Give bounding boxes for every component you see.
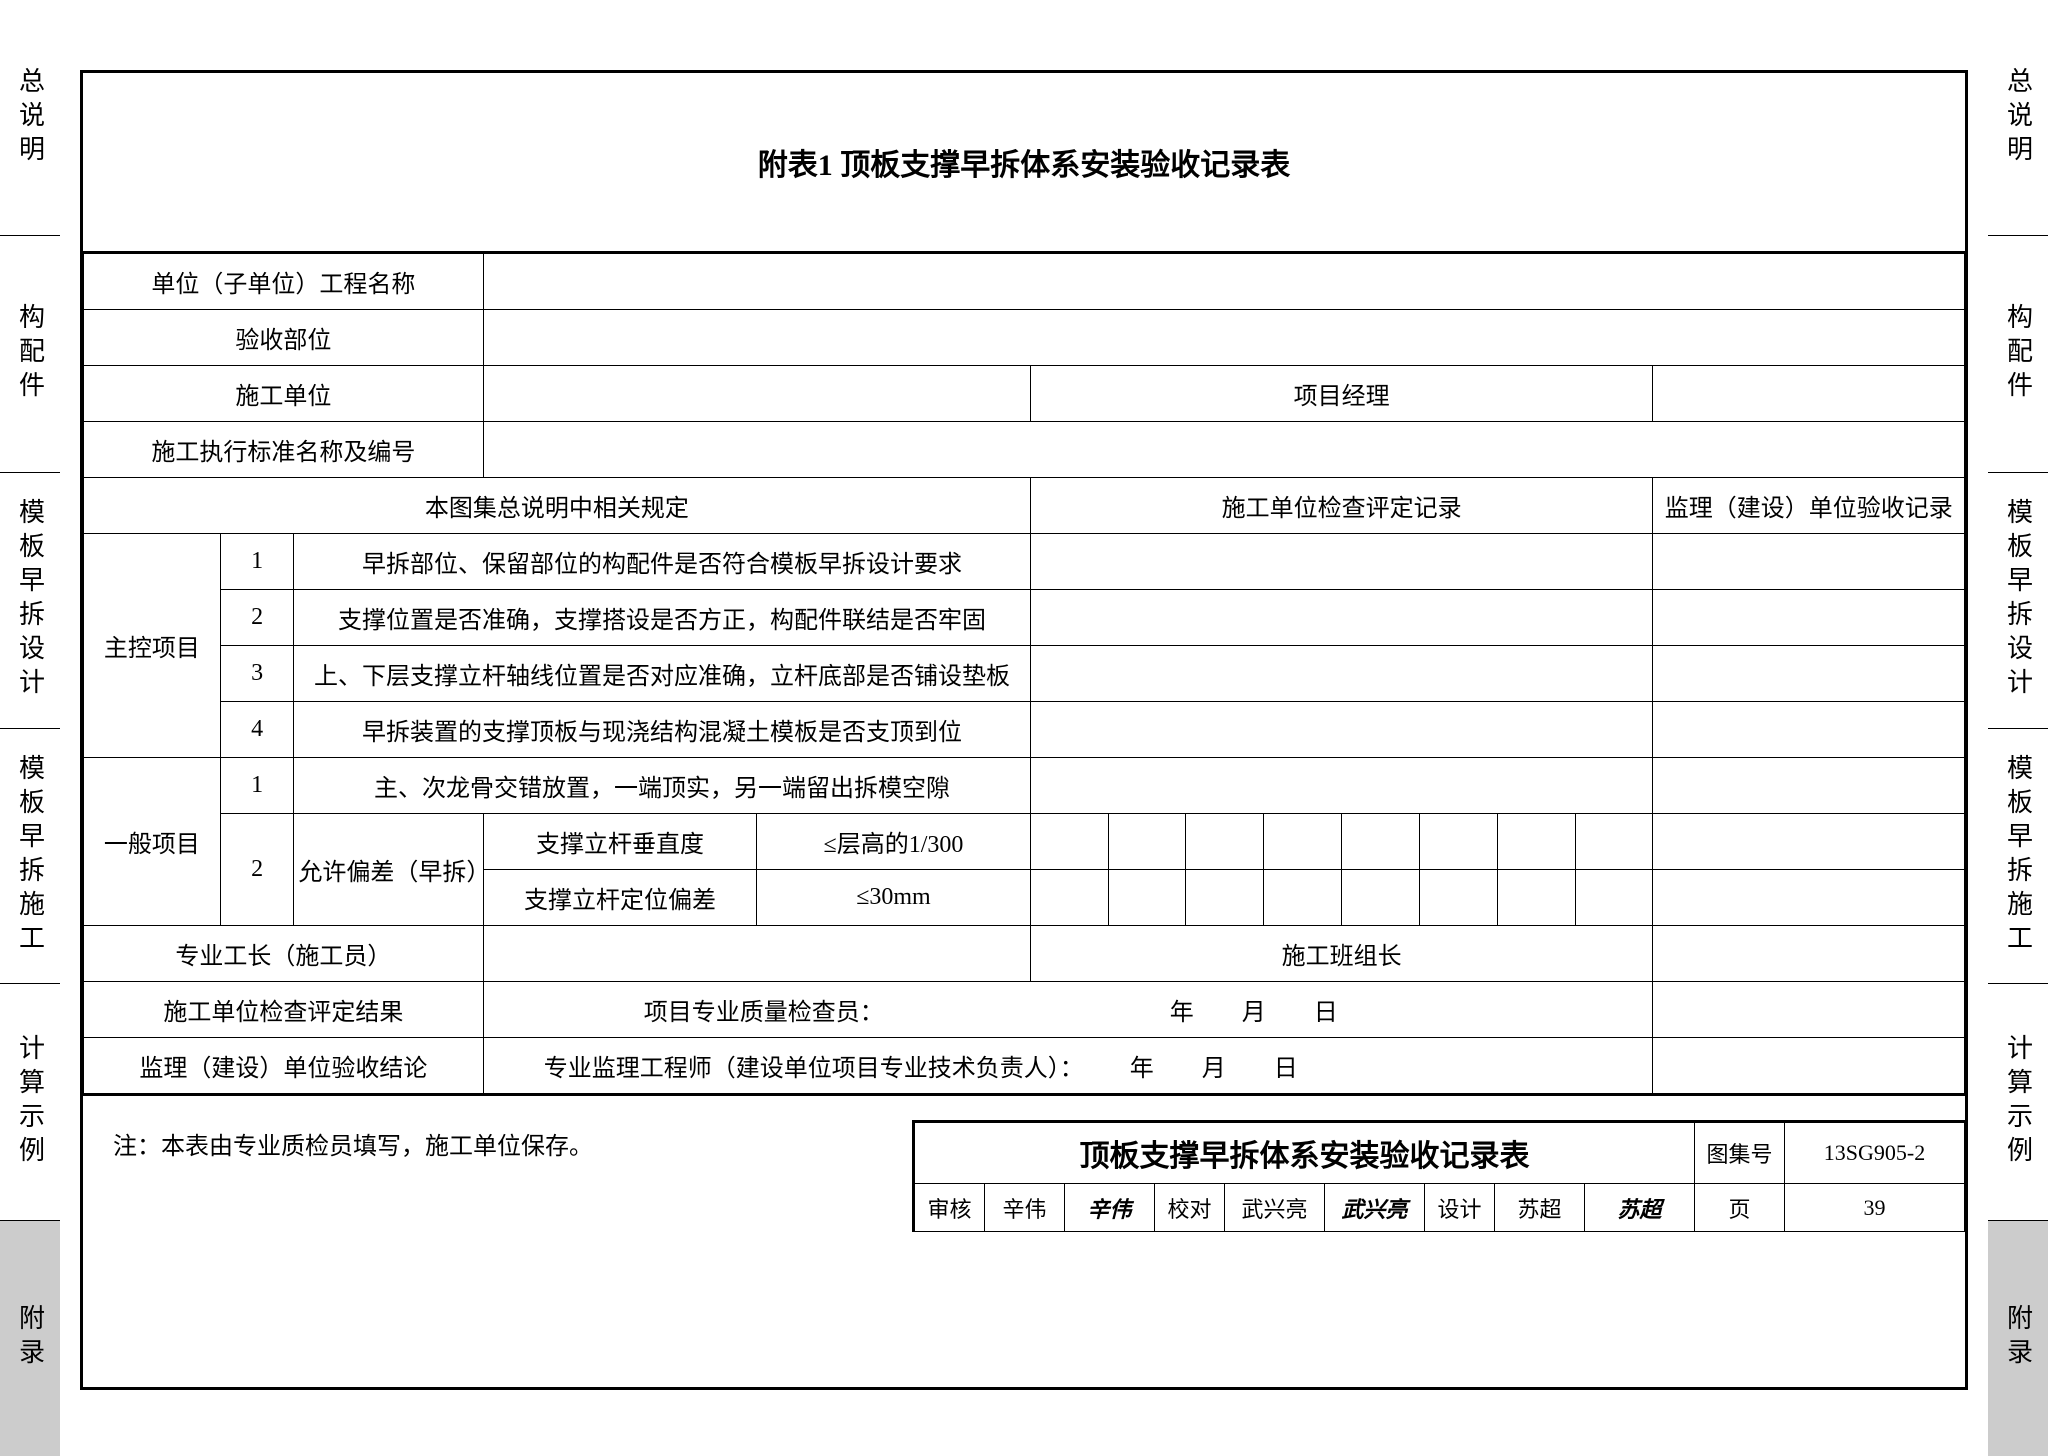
date-ymd-2: 年 月 日 (1130, 1056, 1298, 1082)
note-row: 注：本表由专业质检员填写，施工单位保存。 顶板支撑早拆体系安装验收记录表 图集号… (83, 1094, 1965, 1232)
mc-check-1[interactable] (1030, 534, 1653, 590)
mc-num-3: 3 (220, 646, 294, 702)
mc-check-4[interactable] (1030, 702, 1653, 758)
field-quality-inspector[interactable]: 项目专业质量检查员： 年 月 日 (483, 982, 1653, 1038)
nav-item-summary[interactable]: 总说明 (0, 0, 60, 236)
label-check-result: 施工单位检查评定结果 (84, 982, 484, 1038)
gen-sub-value-2: ≤30mm (757, 870, 1031, 926)
label-unit-project: 单位（子单位）工程名称 (84, 254, 484, 310)
mc-sup-4[interactable] (1653, 702, 1965, 758)
field-project-manager[interactable] (1653, 366, 1965, 422)
nav-item-construction[interactable]: 模板早拆施工 (0, 729, 60, 985)
label-project-manager: 项目经理 (1030, 366, 1653, 422)
gen-check-1[interactable] (1030, 758, 1653, 814)
gen-cell-7[interactable] (1497, 814, 1575, 870)
main-frame: 附表1 顶板支撑早拆体系安装验收记录表 单位（子单位）工程名称 验收部位 (80, 70, 1968, 1390)
side-nav-left: 总说明 构配件 模板早拆设计 模板早拆施工 计算示例 附录 (0, 0, 60, 1456)
field-supervision-engineer[interactable]: 专业监理工程师（建设单位项目专业技术负责人）： 年 月 日 (483, 1038, 1653, 1094)
gen-cell-8[interactable] (1575, 814, 1653, 870)
gen-cell-b8[interactable] (1575, 870, 1653, 926)
gen-text-1: 主、次龙骨交错放置，一端顶实，另一端留出拆模空隙 (294, 758, 1030, 814)
form-table: 单位（子单位）工程名称 验收部位 施工单位 项目经理 施工执行标准名称及编号 本… (83, 253, 1965, 1094)
label-construction-unit: 施工单位 (84, 366, 484, 422)
gen-num-2: 2 (220, 814, 294, 926)
gen-cell-b3[interactable] (1186, 870, 1264, 926)
label-supervision-conclusion: 监理（建设）单位验收结论 (84, 1038, 484, 1094)
label-team-leader: 施工班组长 (1030, 926, 1653, 982)
gen-sub-item-1: 支撑立杆垂直度 (483, 814, 757, 870)
gen-sup-1[interactable] (1653, 758, 1965, 814)
note-text: 注：本表由专业质检员填写，施工单位保存。 (113, 1126, 593, 1161)
mc-num-2: 2 (220, 590, 294, 646)
gen-cell-b4[interactable] (1264, 870, 1342, 926)
nav-item-design[interactable]: 模板早拆设计 (0, 473, 60, 729)
field-supervision-sup[interactable] (1653, 1038, 1965, 1094)
label-standard: 施工执行标准名称及编号 (84, 422, 484, 478)
nav-item-examples[interactable]: 计算示例 (0, 984, 60, 1220)
title-block: 顶板支撑早拆体系安装验收记录表 图集号 13SG905-2 审核 辛伟 辛伟 校… (912, 1120, 1965, 1232)
gen-sup-2b[interactable] (1653, 870, 1965, 926)
gen-cell-2[interactable] (1108, 814, 1186, 870)
field-unit-project[interactable] (483, 254, 1964, 310)
label-acceptance-part: 验收部位 (84, 310, 484, 366)
gen-cell-b1[interactable] (1030, 870, 1108, 926)
nav-item-components-r[interactable]: 构配件 (1988, 236, 2048, 472)
mc-sup-1[interactable] (1653, 534, 1965, 590)
field-standard[interactable] (483, 422, 1964, 478)
nav-item-components[interactable]: 构配件 (0, 236, 60, 472)
gen-cell-6[interactable] (1419, 814, 1497, 870)
nav-item-summary-r[interactable]: 总说明 (1988, 0, 2048, 236)
quality-inspector-text: 项目专业质量检查员： (644, 1000, 884, 1026)
field-team-leader[interactable] (1653, 926, 1965, 982)
nav-item-appendix[interactable]: 附录 (0, 1221, 60, 1456)
mc-num-1: 1 (220, 534, 294, 590)
gen-cell-5[interactable] (1342, 814, 1420, 870)
field-foreman[interactable] (483, 926, 1030, 982)
col-header-check-record: 施工单位检查评定记录 (1030, 478, 1653, 534)
gen-sub-item-2: 支撑立杆定位偏差 (483, 870, 757, 926)
mc-sup-3[interactable] (1653, 646, 1965, 702)
gen-sub-value-1: ≤层高的1/300 (757, 814, 1031, 870)
field-check-result-sup[interactable] (1653, 982, 1965, 1038)
mc-text-3: 上、下层支撑立杆轴线位置是否对应准确，立杆底部是否铺设垫板 (294, 646, 1030, 702)
nav-item-design-r[interactable]: 模板早拆设计 (1988, 473, 2048, 729)
form-title: 附表1 顶板支撑早拆体系安装验收记录表 (83, 73, 1965, 253)
label-main-control: 主控项目 (84, 534, 221, 758)
label-foreman: 专业工长（施工员） (84, 926, 484, 982)
field-construction-unit[interactable] (483, 366, 1030, 422)
mc-check-2[interactable] (1030, 590, 1653, 646)
label-general: 一般项目 (84, 758, 221, 926)
gen-sup-2a[interactable] (1653, 814, 1965, 870)
nav-item-examples-r[interactable]: 计算示例 (1988, 984, 2048, 1220)
nav-item-construction-r[interactable]: 模板早拆施工 (1988, 729, 2048, 985)
gen-cell-4[interactable] (1264, 814, 1342, 870)
supervision-engineer-text: 专业监理工程师（建设单位项目专业技术负责人）： (544, 1056, 1084, 1082)
gen-num-1: 1 (220, 758, 294, 814)
gen-cell-b2[interactable] (1108, 870, 1186, 926)
col-header-regulation: 本图集总说明中相关规定 (84, 478, 1031, 534)
gen-cell-b5[interactable] (1342, 870, 1420, 926)
gen-cell-1[interactable] (1030, 814, 1108, 870)
mc-text-2: 支撑位置是否准确，支撑搭设是否方正，构配件联结是否牢固 (294, 590, 1030, 646)
side-nav-right: 总说明 构配件 模板早拆设计 模板早拆施工 计算示例 附录 (1988, 0, 2048, 1456)
gen-cell-b7[interactable] (1497, 870, 1575, 926)
mc-num-4: 4 (220, 702, 294, 758)
mc-text-4: 早拆装置的支撑顶板与现浇结构混凝土模板是否支顶到位 (294, 702, 1030, 758)
mc-sup-2[interactable] (1653, 590, 1965, 646)
col-header-supervision: 监理（建设）单位验收记录 (1653, 478, 1965, 534)
gen-deviation-label: 允许偏差（早拆） (294, 814, 483, 926)
mc-text-1: 早拆部位、保留部位的构配件是否符合模板早拆设计要求 (294, 534, 1030, 590)
gen-cell-b6[interactable] (1419, 870, 1497, 926)
mc-check-3[interactable] (1030, 646, 1653, 702)
date-ymd-1: 年 月 日 (1170, 1000, 1338, 1026)
field-acceptance-part[interactable] (483, 310, 1964, 366)
nav-item-appendix-r[interactable]: 附录 (1988, 1221, 2048, 1456)
gen-cell-3[interactable] (1186, 814, 1264, 870)
